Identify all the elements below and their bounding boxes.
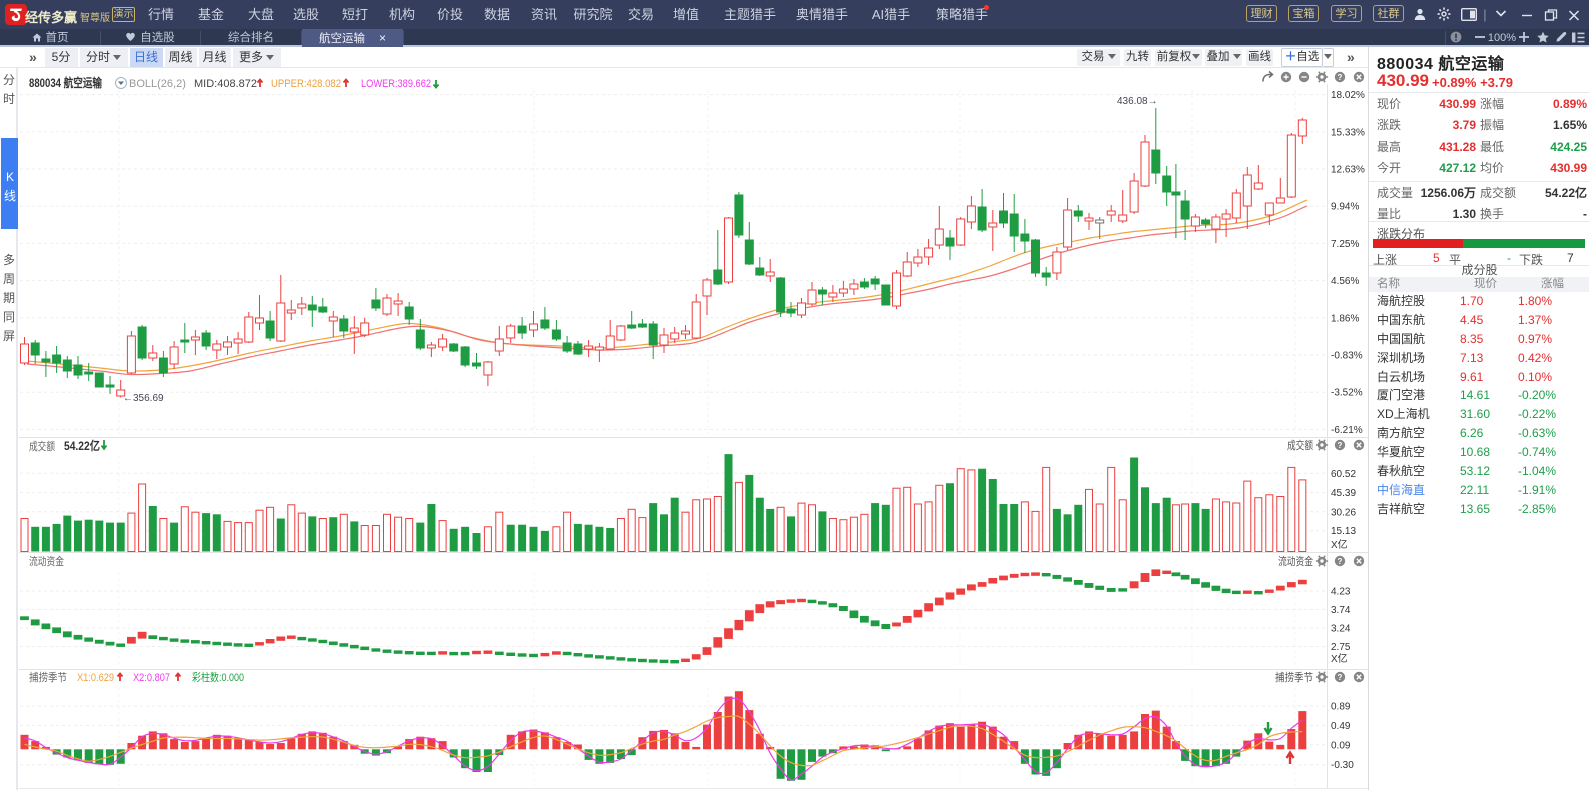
svg-text:54.22亿: 54.22亿: [64, 438, 100, 453]
svg-text:?: ?: [1338, 673, 1343, 682]
svg-text:流动资金: 流动资金: [29, 554, 64, 568]
svg-text:18.02%: 18.02%: [1331, 90, 1365, 101]
svg-text:4.23: 4.23: [1331, 587, 1351, 598]
svg-text:-6.21%: -6.21%: [1331, 425, 1363, 436]
svg-text:彩柱数:0.000: 彩柱数:0.000: [192, 670, 244, 684]
svg-text:成交额: 成交额: [1287, 438, 1313, 452]
svg-text:0.09: 0.09: [1331, 740, 1351, 751]
svg-text:-0.83%: -0.83%: [1331, 351, 1363, 362]
svg-text:←356.69: ←356.69: [123, 393, 164, 404]
svg-text:0.89: 0.89: [1331, 702, 1351, 713]
svg-text:UPPER:428.082: UPPER:428.082: [271, 78, 341, 90]
svg-text:?: ?: [1338, 73, 1343, 82]
svg-text:X2:0.807: X2:0.807: [133, 672, 170, 684]
svg-text:1.86%: 1.86%: [1331, 313, 1359, 324]
svg-text:7.25%: 7.25%: [1331, 239, 1359, 250]
svg-text:3.74: 3.74: [1331, 605, 1351, 616]
svg-text:4.56%: 4.56%: [1331, 276, 1359, 287]
svg-text:15.13: 15.13: [1331, 526, 1356, 537]
svg-text:15.33%: 15.33%: [1331, 127, 1365, 138]
svg-text:BOLL(26,2): BOLL(26,2): [129, 78, 186, 90]
svg-text:X亿: X亿: [1331, 652, 1348, 665]
svg-text:9.94%: 9.94%: [1331, 202, 1359, 213]
svg-text:436.08→: 436.08→: [1117, 96, 1158, 107]
svg-text:30.26: 30.26: [1331, 507, 1356, 518]
svg-text:?: ?: [1338, 557, 1343, 566]
svg-text:X亿: X亿: [1331, 538, 1348, 551]
svg-text:成交额: 成交额: [29, 439, 55, 453]
svg-text:?: ?: [1338, 441, 1343, 450]
svg-text:捕捞季节: 捕捞季节: [1275, 670, 1313, 684]
svg-text:捕捞季节: 捕捞季节: [29, 670, 67, 684]
svg-text:X1:0.629: X1:0.629: [77, 672, 114, 684]
svg-text:12.63%: 12.63%: [1331, 165, 1365, 176]
svg-text:MID:408.872: MID:408.872: [194, 78, 257, 90]
svg-text:45.39: 45.39: [1331, 488, 1356, 499]
svg-text:-0.30: -0.30: [1331, 760, 1354, 771]
svg-text:流动资金: 流动资金: [1278, 554, 1313, 568]
svg-text:2.75: 2.75: [1331, 642, 1351, 653]
svg-text:60.52: 60.52: [1331, 469, 1356, 480]
svg-text:0.49: 0.49: [1331, 721, 1351, 732]
svg-text:LOWER:389.662: LOWER:389.662: [361, 78, 431, 90]
svg-text:-3.52%: -3.52%: [1331, 388, 1363, 399]
svg-text:3.24: 3.24: [1331, 624, 1351, 635]
svg-text:880034 航空运输: 880034 航空运输: [29, 75, 103, 90]
